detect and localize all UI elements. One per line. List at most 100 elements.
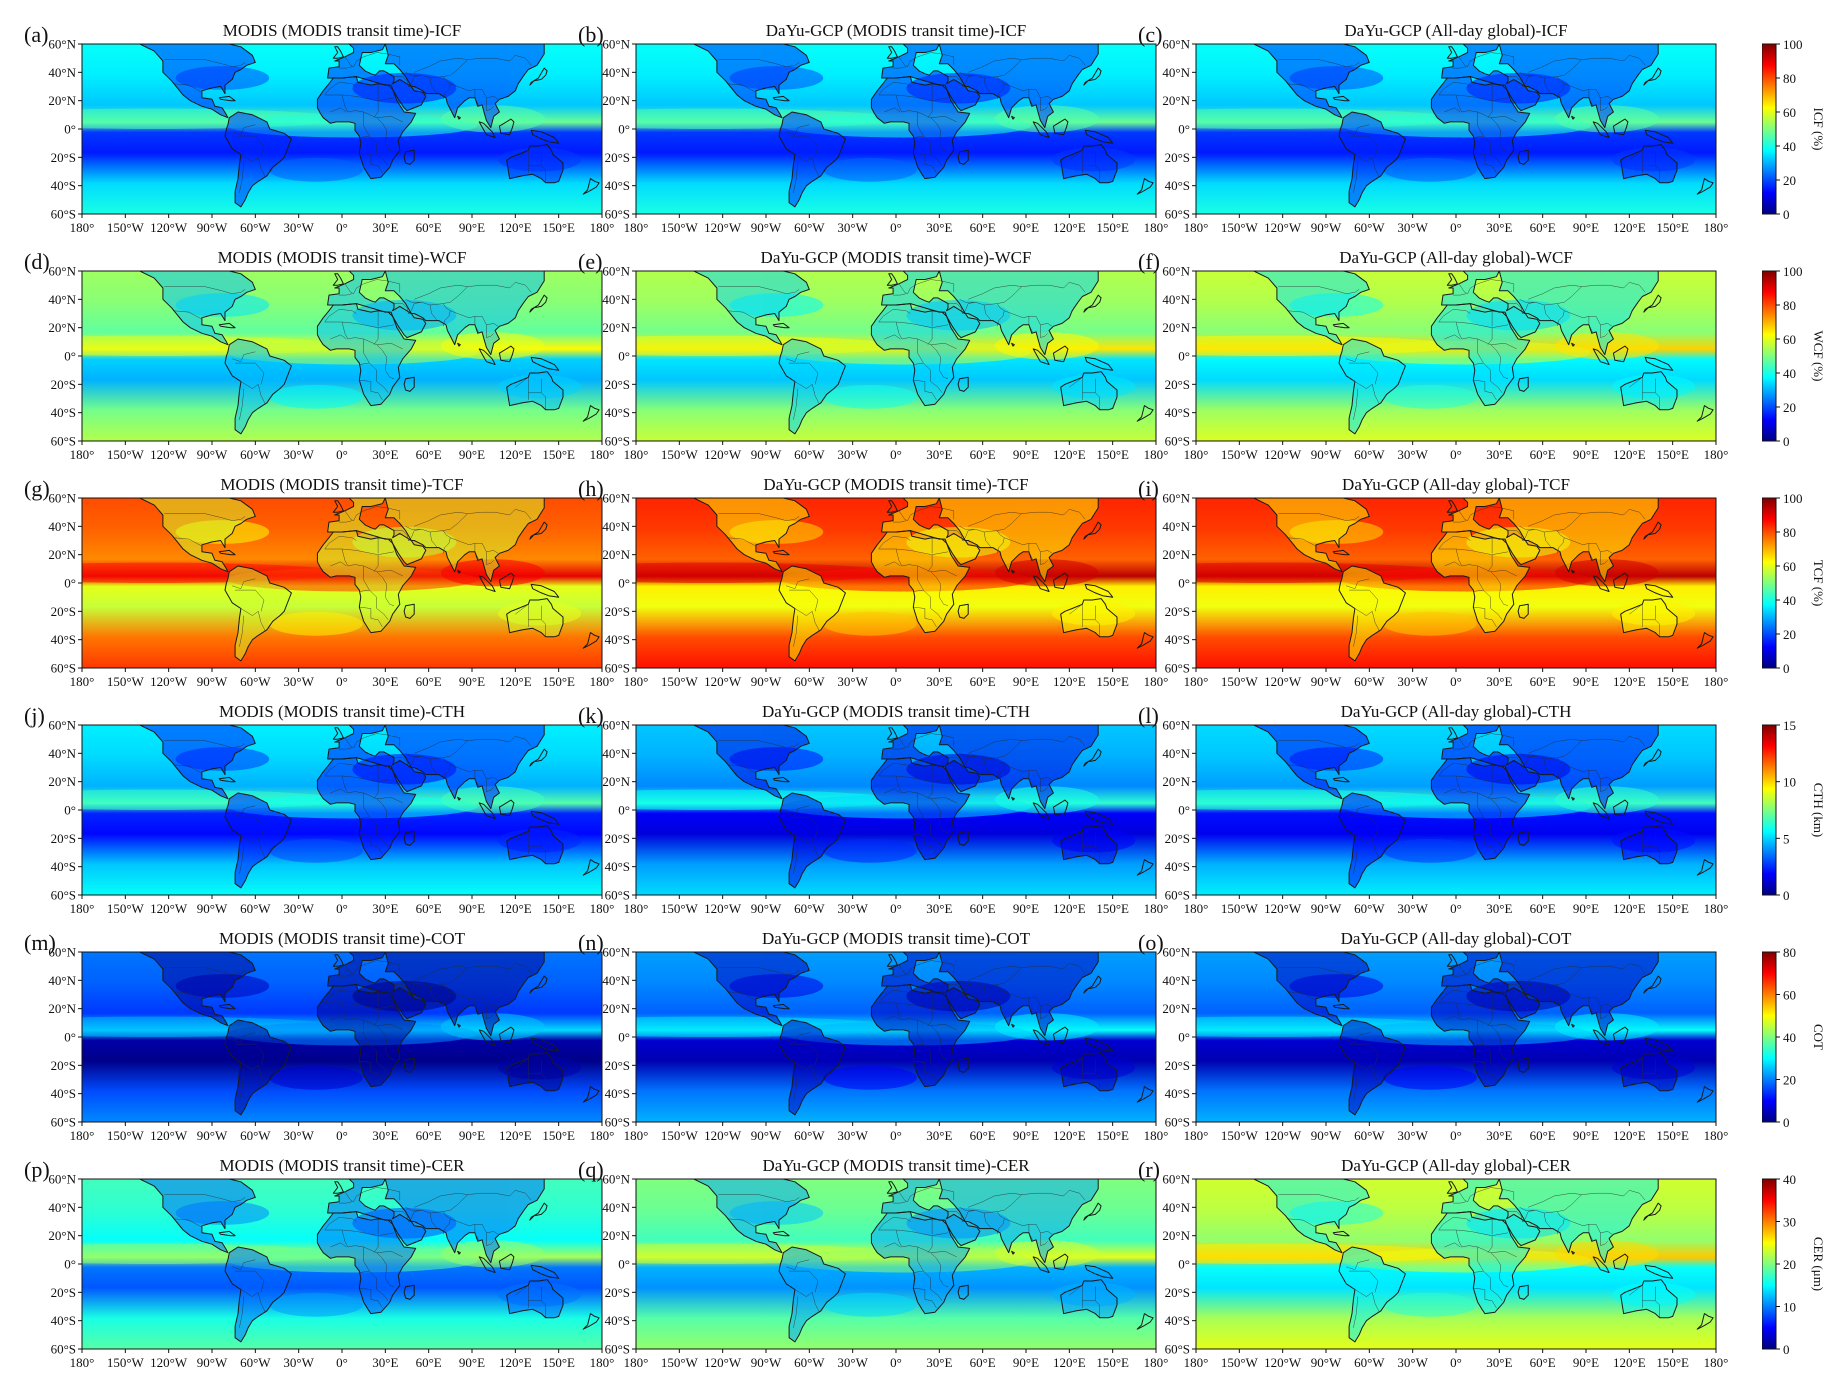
lon-tick-label: 30°E (372, 220, 398, 235)
colorbar-tick-label: 60 (1783, 332, 1796, 347)
lat-tick-label: 0° (64, 349, 76, 364)
lon-tick-label: 180° (1184, 674, 1209, 689)
lat-tick-label: 40°N (48, 973, 76, 988)
lon-tick-label: 150°E (1656, 901, 1689, 916)
lat-tick-label: 60°S (51, 434, 76, 449)
lat-tick-label: 0° (618, 803, 630, 818)
lat-tick-label: 20°S (605, 604, 630, 619)
lon-tick-label: 60°E (970, 901, 996, 916)
lon-tick-label: 180° (1144, 674, 1169, 689)
lon-tick-label: 60°W (1354, 1355, 1385, 1370)
land-shading (1213, 952, 1677, 1115)
map-panel-c: 60°N 40°N 20°N 0° 20°S 40°S 60°S 180° 150°W 120°W… (1138, 21, 1728, 235)
lat-tick-label: 60°N (602, 718, 630, 733)
lat-tick-label: 40°S (1165, 632, 1190, 647)
lat-tick-label: 40°N (1162, 973, 1190, 988)
panel-letter: (o) (1138, 930, 1164, 955)
coastlines (1212, 952, 1714, 1116)
lat-tick-label: 40°N (1162, 65, 1190, 80)
coastlines (652, 44, 1154, 208)
lon-tick-label: 90°E (459, 1355, 485, 1370)
lon-tick-label: 60°W (1354, 1128, 1385, 1143)
lon-tick-label: 90°E (1013, 1128, 1039, 1143)
map-panel-l: 60°N 40°N 20°N 0° 20°S 40°S 60°S 180° 150°W 120°W… (1138, 702, 1728, 916)
lon-tick-label: 90°W (1311, 901, 1342, 916)
lon-tick-label: 30°W (283, 1128, 314, 1143)
lon-tick-label: 30°W (283, 447, 314, 462)
lon-tick-label: 120°E (1613, 901, 1646, 916)
map-panel-i: 60°N 40°N 20°N 0° 20°S 40°S 60°S 180° 150°W 120°W… (1138, 475, 1728, 689)
lat-tick-label: 40°N (1162, 519, 1190, 534)
lon-tick-label: 0° (336, 220, 348, 235)
coastlines (652, 498, 1154, 662)
lat-tick-label: 60°S (1165, 207, 1190, 222)
map-panel-k: 60°N 40°N 20°N 0° 20°S 40°S 60°S 180° 150°W 120°W… (578, 702, 1168, 916)
lon-tick-label: 30°W (1397, 674, 1428, 689)
lon-tick-label: 150°W (1221, 1355, 1259, 1370)
lat-tick-label: 60°S (1165, 888, 1190, 903)
colorbar-tick-label: 0 (1783, 434, 1790, 449)
lon-tick-label: 30°W (1397, 447, 1428, 462)
colorbar-gradient (1762, 724, 1777, 896)
lon-tick-label: 150°E (1096, 901, 1129, 916)
lon-tick-label: 180° (590, 674, 615, 689)
lat-tick-label: 20°N (602, 93, 630, 108)
lat-tick-label: 40°S (51, 405, 76, 420)
lon-tick-label: 150°E (1656, 1355, 1689, 1370)
lon-tick-label: 90°W (197, 901, 228, 916)
colorbar-tick-label: 40 (1783, 139, 1796, 154)
lat-tick-label: 20°N (602, 320, 630, 335)
lon-tick-label: 150°E (542, 901, 575, 916)
lon-tick-label: 120°E (1053, 674, 1086, 689)
lat-tick-label: 20°S (51, 831, 76, 846)
lon-tick-label: 0° (1450, 901, 1462, 916)
lon-tick-label: 120°E (499, 1355, 532, 1370)
lon-tick-label: 60°W (240, 220, 271, 235)
lon-tick-label: 60°W (240, 1128, 271, 1143)
lon-tick-label: 180° (624, 220, 649, 235)
lat-tick-label: 40°N (602, 973, 630, 988)
lon-tick-label: 120°W (1264, 674, 1302, 689)
lon-tick-label: 180° (624, 447, 649, 462)
lon-tick-label: 60°E (970, 674, 996, 689)
panel-letter: (l) (1138, 703, 1159, 728)
lon-tick-label: 120°W (1264, 447, 1302, 462)
lon-tick-label: 120°W (150, 220, 188, 235)
map-panel-b: 60°N 40°N 20°N 0° 20°S 40°S 60°S 180° 150°W 120°W… (578, 21, 1168, 236)
lon-tick-label: 150°E (1656, 674, 1689, 689)
colorbar-tick-label: 20 (1783, 1257, 1796, 1272)
lon-tick-label: 90°E (1573, 1128, 1599, 1143)
lon-tick-label: 180° (590, 901, 615, 916)
lat-tick-label: 20°N (602, 774, 630, 789)
colorbar-tick-label: 20 (1783, 627, 1796, 642)
lon-tick-label: 150°W (107, 901, 145, 916)
lat-tick-label: 60°N (48, 1172, 76, 1187)
lon-tick-label: 150°E (1656, 1128, 1689, 1143)
lat-tick-label: 20°N (1162, 320, 1190, 335)
country-borders (164, 506, 546, 647)
lon-tick-label: 30°W (283, 674, 314, 689)
lon-tick-label: 180° (70, 901, 95, 916)
panel-letter: (c) (1138, 22, 1163, 47)
lon-tick-label: 60°E (416, 674, 442, 689)
lon-tick-label: 120°E (1613, 447, 1646, 462)
lat-tick-label: 20°S (51, 604, 76, 619)
colorbar-tick-label: 30 (1783, 1215, 1796, 1230)
lat-tick-label: 60°S (605, 888, 630, 903)
lon-tick-label: 90°W (197, 220, 228, 235)
country-borders (718, 506, 1100, 647)
country-borders (164, 733, 546, 874)
map-panel-p: 60°N 40°N 20°N 0° 20°S 40°S 60°S 180° 150°W 120°W… (24, 1156, 614, 1370)
lat-tick-label: 60°N (1162, 945, 1190, 960)
lat-tick-label: 20°N (48, 774, 76, 789)
coastlines (98, 44, 600, 208)
lat-tick-label: 0° (64, 1030, 76, 1045)
lat-tick-label: 40°S (1165, 178, 1190, 193)
lon-tick-label: 60°E (416, 1355, 442, 1370)
lon-tick-label: 60°W (794, 674, 825, 689)
lat-tick-label: 0° (1178, 803, 1190, 818)
lat-tick-label: 40°N (48, 746, 76, 761)
